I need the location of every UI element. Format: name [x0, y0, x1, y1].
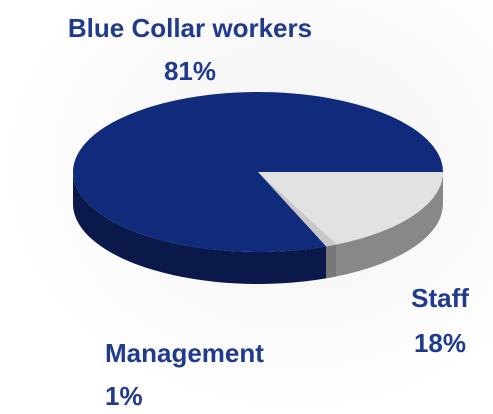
slice-side — [326, 244, 337, 279]
slice-side — [73, 172, 327, 284]
slice — [258, 172, 443, 245]
slice — [73, 91, 444, 253]
slice-side — [336, 172, 443, 277]
slice-label: Management — [105, 338, 264, 368]
slice-label: Blue Collar workers — [68, 13, 312, 43]
value-label: 18% — [414, 328, 466, 358]
slice — [258, 172, 337, 247]
value-label: 81% — [164, 56, 216, 86]
slice-label: Staff — [411, 283, 469, 313]
value-label: 1% — [105, 381, 143, 411]
